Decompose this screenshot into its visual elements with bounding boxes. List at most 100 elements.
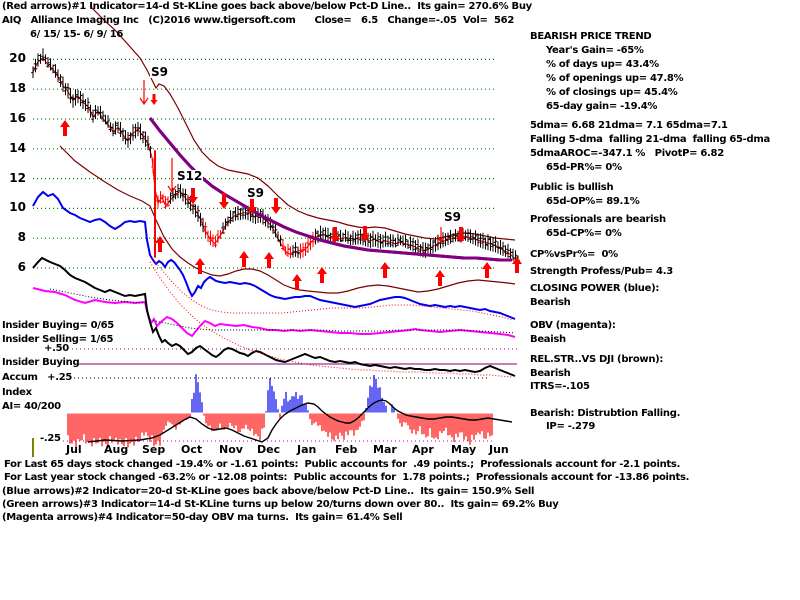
obv-ma-dotted [149, 319, 516, 334]
years-gain: Year's Gain= -65% [546, 45, 644, 56]
signal-label-s9-4: S9 [443, 210, 462, 224]
itrs-value: ITRS=-.105 [530, 381, 590, 392]
index-label: Index [2, 387, 32, 399]
dma-trend: Falling 5-dma falling 21-dma falling 65-… [530, 134, 770, 145]
ai-ratio: AI= 40/200 [2, 401, 61, 413]
y-axis-label-6: 6 [17, 260, 26, 274]
pct-openings-up: % of openings up= 47.8% [546, 73, 684, 84]
buy-arrow-icon [512, 257, 522, 273]
obv-status: Beaish [530, 334, 566, 345]
sell-arrow-icon [456, 227, 466, 243]
accum-index-histogram-negative [67, 413, 493, 448]
y-axis-label-18: 18 [9, 81, 26, 96]
sell-signal-hollow-arrow-icon [167, 158, 177, 194]
sell-arrow-icon [271, 198, 281, 214]
month-label-jun: Jun [489, 443, 509, 456]
buy-arrow-icon [292, 274, 302, 290]
price-bars-red [151, 158, 315, 259]
closing-power [32, 190, 516, 320]
change-65d-summary: For Last 65 days stock changed -19.4% or… [4, 459, 681, 470]
buy-arrow-icon [482, 262, 492, 278]
buy-arrow-icon [195, 258, 205, 274]
minus-25-label: -.25 [40, 433, 61, 444]
buy-arrow-icon [239, 251, 249, 267]
y-axis-label-10: 10 [9, 200, 26, 215]
date-range: 6/ 15/ 15- 6/ 9/ 16 [30, 29, 124, 40]
cp-65d: 65d-CP%= 0% [546, 228, 622, 239]
month-label-jan: Jan [297, 443, 317, 456]
relstr-heading: REL.STR..VS DJI (brown): [530, 354, 664, 365]
ticker-header: AIQ Alliance Imaging Inc (C)2016 www.tig… [2, 15, 514, 26]
gain-65day: 65-day gain= -19.4% [546, 101, 658, 112]
month-label-feb: Feb [335, 443, 358, 456]
accum-index-histogram-positive [191, 374, 395, 413]
ip-value: IP= -.279 [546, 421, 596, 432]
y-axis-label-16: 16 [9, 111, 26, 125]
sell-signal-hollow-arrow-icon [436, 227, 446, 244]
y-axis-label-20: 20 [9, 51, 26, 66]
month-label-nov: Nov [219, 443, 243, 456]
sell-signal-hollow-arrow-icon [139, 80, 149, 106]
buy-arrow-icon [435, 270, 445, 286]
sell-arrow-icon [360, 226, 370, 242]
insider-buying-label: Insider Buying [2, 357, 80, 369]
month-label-mar: Mar [373, 443, 397, 456]
signal-label-s12: S12 [176, 169, 204, 183]
signal-label-s9-1: S9 [150, 65, 169, 79]
dma-values: 5dma= 6.68 21dma= 7.1 65dma=7.1 [530, 120, 728, 131]
pct-days-up: % of days up= 43.4% [546, 59, 659, 70]
price-trend-heading: BEARISH PRICE TREND [530, 31, 652, 42]
distribution-status: Bearish: Distrubtion Falling. [530, 408, 681, 419]
dmaaroc-pivot: 5dmaAROC=-347.1 % PivotP= 6.82 [530, 148, 724, 159]
sell-arrow-icon [247, 198, 257, 214]
month-label-oct: Oct [181, 443, 203, 456]
month-label-sep: Sep [142, 443, 166, 456]
indicator-3-summary: (Green arrows)#3 Indicator=14-d St-KLine… [2, 499, 559, 510]
insider-buying-count: Insider Buying= 0/65 [2, 320, 114, 332]
y-axis-label-14: 14 [9, 140, 26, 155]
closing-power-heading: CLOSING POWER (blue): [530, 283, 660, 294]
pr-65d: 65d-PR%= 0% [546, 162, 622, 173]
change-1y-summary: For Last year stock changed -63.2% or -1… [4, 472, 690, 483]
month-label-jul: Jul [66, 443, 82, 456]
sell-arrow-icon [219, 193, 229, 209]
month-label-dec: Dec [257, 443, 281, 456]
indicator-1-summary: (Red arrows)#1 Indicator=14-d St-KLine g… [2, 1, 532, 12]
month-label-may: May [451, 443, 477, 456]
sell-arrow-icon [330, 227, 340, 243]
month-label-aug: Aug [104, 443, 129, 456]
price-bars-black [31, 48, 520, 264]
closing-power-status: Bearish [530, 297, 571, 308]
accum-plus-25-label: Accum +.25 [2, 372, 73, 384]
cp-vs-pr: CP%vsPr%= 0% [530, 249, 618, 260]
signal-label-s9-3: S9 [357, 202, 376, 216]
strength-ratio: Strength Profess/Pub= 4.3 [530, 266, 673, 277]
plus-50-label: +.50 [44, 343, 69, 355]
public-sentiment: Public is bullish [530, 182, 614, 193]
obv-heading: OBV (magenta): [530, 320, 616, 331]
sell-arrow-icon [188, 188, 198, 204]
op-65d: 65d-OP%= 89.1% [546, 196, 640, 207]
signal-label-s9-2: S9 [246, 186, 265, 200]
professional-sentiment: Professionals are bearish [530, 214, 666, 225]
buy-arrow-icon [155, 236, 165, 252]
month-label-apr: Apr [412, 443, 434, 456]
y-axis-label-8: 8 [17, 230, 26, 245]
accum-index-ma-line [87, 399, 513, 443]
y-axis-label-12: 12 [9, 170, 26, 185]
relstr-status: Bearish [530, 368, 571, 379]
indicator-2-summary: (Blue arrows)#2 Indicator=20-d St-KLine … [2, 486, 535, 497]
indicator-4-summary: (Magenta arrows)#4 Indicator=50-day OBV … [2, 512, 403, 523]
buy-arrow-icon [264, 252, 274, 268]
buy-arrow-icon [60, 120, 70, 136]
sell-arrow-small-icon [150, 94, 158, 105]
cp-ma-dotted [151, 257, 513, 321]
rel-strength [32, 256, 516, 377]
buy-arrow-icon [317, 267, 327, 283]
insider-selling-count: Insider Selling= 1/65 [2, 334, 114, 346]
buy-arrow-icon [380, 262, 390, 278]
pct-closings-up: % of closings up= 45.4% [546, 87, 678, 98]
